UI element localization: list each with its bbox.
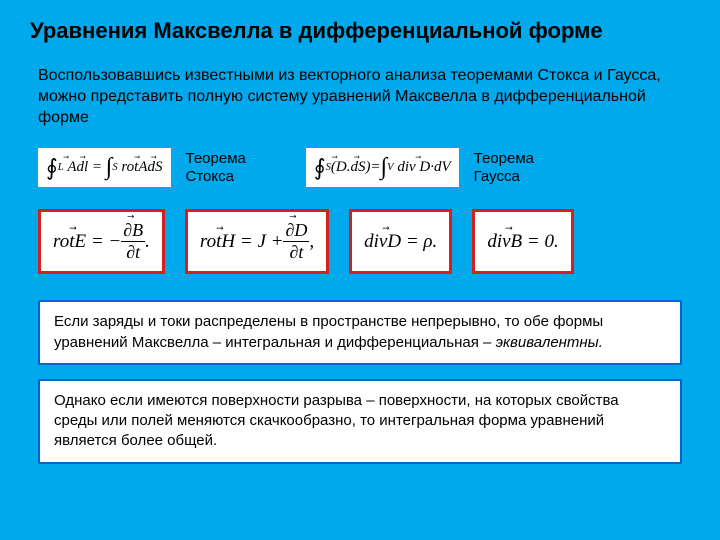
slide-title: Уравнения Максвелла в дифференциальной ф…	[30, 18, 690, 44]
note-integral-general: Однако если имеются поверхности разрыва …	[38, 379, 682, 464]
stokes-formula: ∮L Adl = ∫S rotAdS	[38, 148, 171, 187]
equation-div-b: divB = 0.	[472, 209, 573, 274]
equation-rot-h: rotH = J + ∂D∂t,	[185, 209, 329, 274]
gauss-label: ТеоремаГаусса	[474, 150, 534, 186]
equation-div-d: divD = ρ.	[349, 209, 452, 274]
intro-paragraph: Воспользовавшись известными из векторног…	[30, 66, 690, 128]
stokes-label: ТеоремаСтокса	[186, 150, 246, 186]
note1-italic: эквивалентны.	[496, 334, 603, 351]
equation-rot-e: rotE = −∂B∂t.	[38, 209, 165, 274]
gauss-formula: ∮S(D.dS)=∫V div D·dV	[306, 148, 459, 187]
theorems-row: ∮L Adl = ∫S rotAdS ТеоремаСтокса ∮S(D.dS…	[30, 148, 690, 187]
note-equivalence: Если заряды и токи распределены в простр…	[38, 300, 682, 365]
maxwell-equations-row: rotE = −∂B∂t. rotH = J + ∂D∂t, divD = ρ.…	[30, 209, 690, 274]
